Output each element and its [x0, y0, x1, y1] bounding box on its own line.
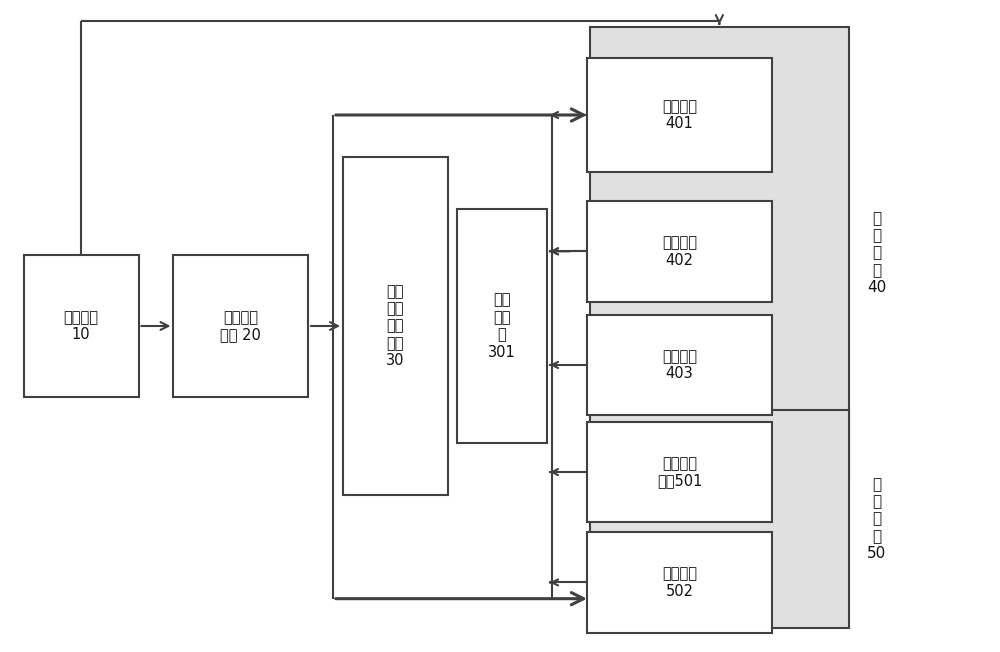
Text: 中央
处理
器
301: 中央 处理 器 301 [488, 292, 516, 360]
Bar [343, 157, 448, 495]
Bar [457, 209, 547, 443]
Text: 报警模块
502: 报警模块 502 [662, 566, 697, 599]
Text: 显示模块
402: 显示模块 402 [662, 235, 697, 267]
Text: 控
制
系
统
40: 控 制 系 统 40 [867, 211, 887, 295]
Text: 电源模块
403: 电源模块 403 [662, 349, 697, 381]
Bar [587, 58, 772, 172]
Bar [587, 315, 772, 415]
Text: 设备机组
10: 设备机组 10 [64, 310, 99, 342]
Text: 网络通讯
模块501: 网络通讯 模块501 [657, 456, 702, 488]
Bar [173, 254, 308, 398]
Bar [587, 532, 772, 632]
Bar [587, 422, 772, 522]
Text: 智能
报警
控制
终端
30: 智能 报警 控制 终端 30 [386, 284, 405, 368]
Text: 故障检测
装置 20: 故障检测 装置 20 [220, 310, 261, 342]
Text: 保护模块
401: 保护模块 401 [662, 99, 697, 131]
Bar [590, 410, 849, 628]
Bar [24, 254, 139, 398]
Text: 报
警
系
统
50: 报 警 系 统 50 [867, 477, 887, 561]
Bar [590, 27, 849, 479]
Bar [587, 201, 772, 302]
